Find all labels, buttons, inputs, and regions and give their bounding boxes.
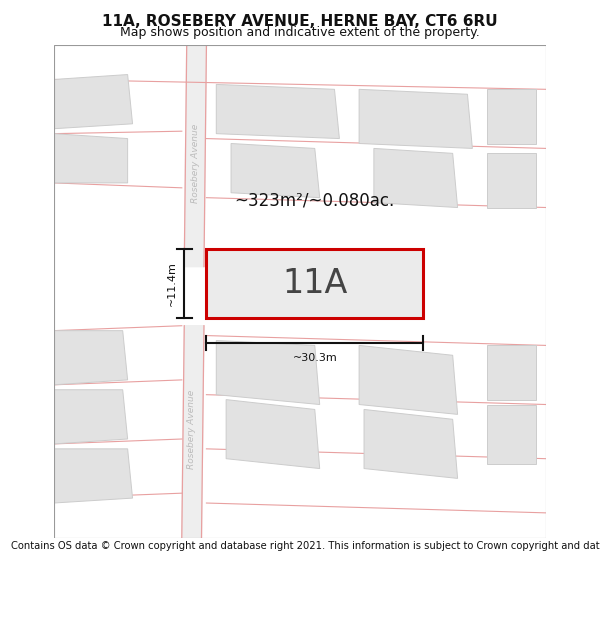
- Text: Contains OS data © Crown copyright and database right 2021. This information is : Contains OS data © Crown copyright and d…: [11, 541, 600, 551]
- Text: ~11.4m: ~11.4m: [167, 261, 177, 306]
- Text: 11A, ROSEBERY AVENUE, HERNE BAY, CT6 6RU: 11A, ROSEBERY AVENUE, HERNE BAY, CT6 6RU: [102, 14, 498, 29]
- Polygon shape: [54, 390, 128, 444]
- Polygon shape: [487, 404, 536, 464]
- Polygon shape: [184, 45, 206, 267]
- Polygon shape: [216, 341, 320, 404]
- Polygon shape: [487, 89, 536, 144]
- Text: ~323m²/~0.080ac.: ~323m²/~0.080ac.: [235, 191, 395, 209]
- Text: Rosebery Avenue: Rosebery Avenue: [191, 124, 200, 203]
- Polygon shape: [54, 74, 133, 129]
- Text: Rosebery Avenue: Rosebery Avenue: [187, 389, 196, 469]
- Polygon shape: [54, 449, 133, 503]
- Polygon shape: [364, 409, 458, 478]
- Text: 11A: 11A: [282, 268, 347, 301]
- Polygon shape: [231, 144, 320, 198]
- Bar: [206, 249, 423, 318]
- Polygon shape: [487, 346, 536, 399]
- Text: Map shows position and indicative extent of the property.: Map shows position and indicative extent…: [120, 26, 480, 39]
- Polygon shape: [182, 326, 204, 538]
- Polygon shape: [54, 134, 128, 183]
- Polygon shape: [359, 89, 472, 148]
- Polygon shape: [54, 331, 128, 385]
- Polygon shape: [374, 148, 458, 208]
- Text: ~30.3m: ~30.3m: [292, 352, 337, 362]
- Polygon shape: [359, 346, 458, 414]
- Polygon shape: [487, 153, 536, 208]
- Polygon shape: [216, 84, 340, 139]
- Polygon shape: [226, 399, 320, 469]
